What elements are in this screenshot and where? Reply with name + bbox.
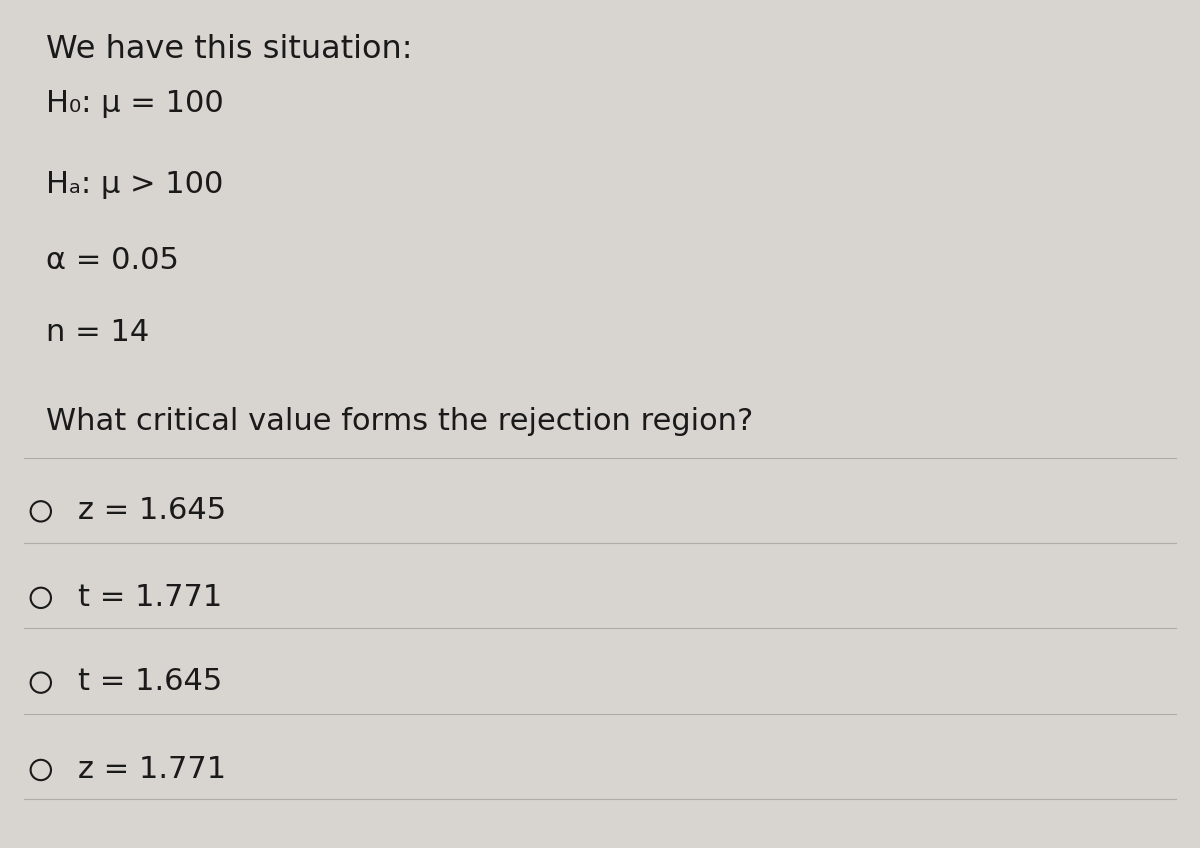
Text: Hₐ: μ > 100: Hₐ: μ > 100 — [46, 170, 223, 198]
Text: t = 1.645: t = 1.645 — [78, 667, 222, 696]
Text: n = 14: n = 14 — [46, 318, 149, 347]
Text: H₀: μ = 100: H₀: μ = 100 — [46, 89, 223, 118]
Text: z = 1.645: z = 1.645 — [78, 496, 226, 525]
Text: t = 1.771: t = 1.771 — [78, 583, 222, 611]
Text: What critical value forms the rejection region?: What critical value forms the rejection … — [46, 407, 752, 436]
Text: We have this situation:: We have this situation: — [46, 34, 412, 65]
Text: α = 0.05: α = 0.05 — [46, 246, 179, 275]
Text: z = 1.771: z = 1.771 — [78, 755, 226, 784]
